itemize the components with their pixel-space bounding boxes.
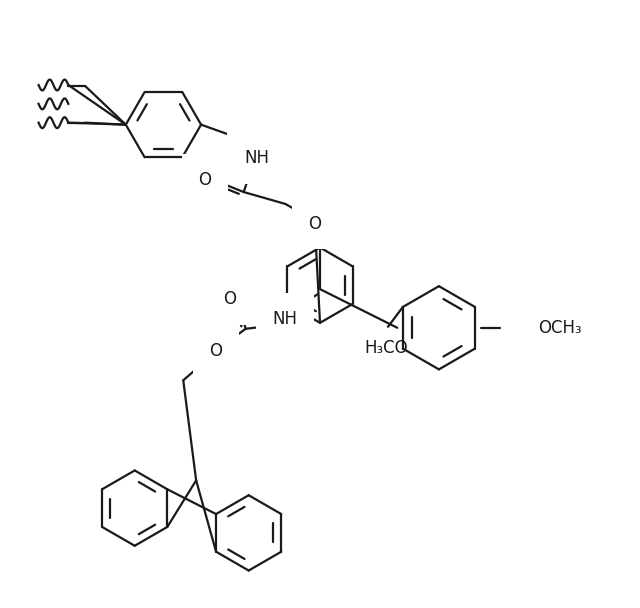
Text: NH: NH [273, 310, 298, 328]
Text: O: O [223, 290, 236, 308]
Text: H₃CO: H₃CO [364, 339, 408, 357]
Text: O: O [209, 342, 223, 359]
Text: O: O [308, 215, 321, 233]
Text: NH: NH [244, 150, 269, 167]
Text: O: O [198, 171, 212, 189]
Text: OCH₃: OCH₃ [538, 319, 582, 337]
